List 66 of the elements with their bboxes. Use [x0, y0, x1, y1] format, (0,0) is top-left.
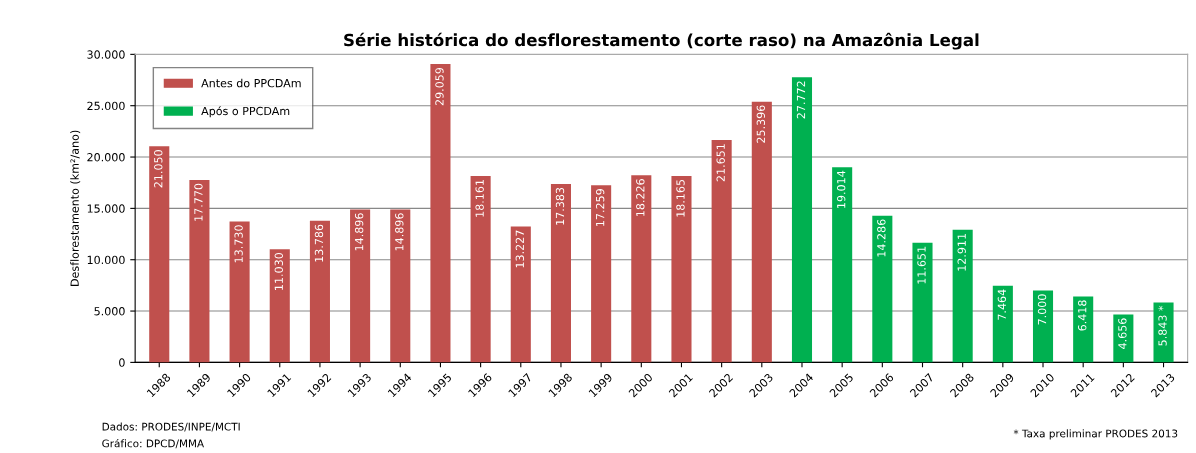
data-label: 13.730	[234, 225, 243, 263]
bar	[229, 221, 250, 363]
bar	[269, 249, 290, 363]
data-label: 14.896	[395, 213, 404, 251]
bar	[952, 229, 973, 363]
y-tick-label: 5.000	[94, 307, 125, 316]
data-label: 12.911	[957, 233, 966, 271]
data-label: 4.656	[1118, 318, 1127, 349]
text: * Taxa preliminar PRODES 2013	[1013, 429, 1178, 440]
data-label: 7.000	[1037, 294, 1047, 325]
bar	[510, 226, 531, 363]
data-label: 21.050	[154, 150, 163, 188]
data-label: 18.165	[676, 179, 685, 217]
data-label: 25.396	[756, 105, 766, 143]
data-label: 6.418	[1078, 300, 1087, 331]
bar	[992, 285, 1013, 363]
data-label: 13.227	[515, 230, 525, 268]
data-label: 18.226	[636, 179, 645, 216]
legend-label: Antes do PPCDAm	[201, 78, 301, 88]
text: Dados: PRODES/INPE/MCTI	[102, 422, 240, 432]
bar	[872, 215, 893, 363]
y-tick-label: 0	[119, 358, 125, 367]
y-tick-label: 25.000	[87, 101, 125, 111]
data-label: 17.770	[194, 183, 203, 221]
bar	[912, 242, 933, 363]
bar	[1032, 290, 1054, 363]
y-tick-label: 15.000	[87, 204, 125, 213]
data-label: 29.059	[435, 67, 444, 106]
data-label: 7.464	[997, 289, 1007, 320]
data-label: 5.843 *	[1158, 305, 1167, 346]
bar	[309, 220, 330, 363]
bar	[1113, 314, 1134, 363]
y-tick-label: 30.000	[87, 50, 125, 59]
bar	[832, 167, 853, 363]
bar	[350, 209, 371, 363]
y-axis-title: Desflorestamento (km²/ano)	[70, 130, 81, 286]
data-label: 17.383	[555, 187, 565, 225]
data-label: 18.161	[475, 180, 484, 217]
legend-label: Após o PPCDAm	[201, 106, 290, 118]
bar	[430, 64, 451, 363]
bar	[1073, 296, 1094, 363]
bar	[189, 179, 210, 363]
data-label: 19.014	[836, 170, 846, 208]
bar	[470, 175, 491, 363]
data-label: 11.651	[917, 246, 926, 284]
text: Gráfico: DPCD/MMA	[102, 438, 204, 449]
bar	[390, 209, 411, 363]
y-tick-label: 10.000	[87, 255, 125, 265]
data-label: 14.896	[354, 213, 364, 251]
bar	[711, 140, 732, 363]
data-label: 21.651	[716, 144, 725, 182]
data-label: 13.786	[314, 224, 324, 262]
bar	[791, 77, 813, 363]
bar	[671, 175, 692, 363]
bar	[550, 183, 571, 363]
bar	[1153, 302, 1174, 363]
bar	[751, 101, 772, 363]
data-label: 11.030	[274, 252, 283, 290]
bar	[591, 185, 612, 363]
data-label: 27.772	[796, 81, 806, 119]
bar	[631, 175, 652, 363]
chart-title: Série histórica do desflorestamento (corte raso) na Amazônia Legal	[344, 32, 979, 50]
bar	[149, 146, 170, 363]
data-label: 17.259	[595, 189, 605, 226]
data-label: 14.286	[877, 219, 886, 257]
y-tick-label: 20.000	[87, 153, 125, 162]
